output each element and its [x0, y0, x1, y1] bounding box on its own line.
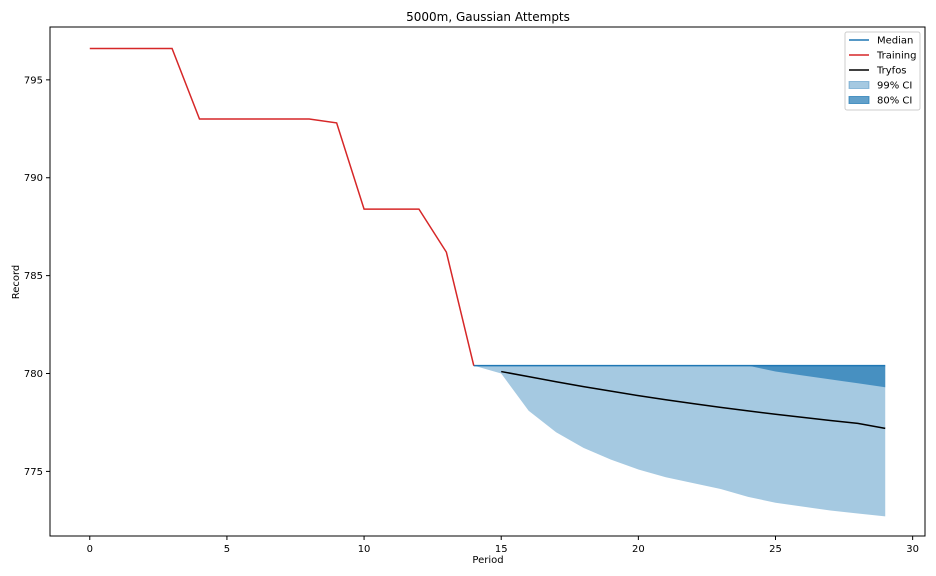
x-tick-label: 25 [769, 544, 782, 555]
legend: Median Training Tryfos 99% CI 80% CI [844, 31, 921, 111]
tryfos-line [501, 370, 886, 430]
legend-label-80-ci: 80% CI [877, 96, 912, 107]
plot-frame [49, 26, 926, 537]
y-tick-label: 795 [24, 75, 43, 86]
x-tick-label: 15 [495, 544, 508, 555]
x-tick-label: 0 [87, 544, 93, 555]
ci-80-band [473, 365, 886, 388]
legend-box [844, 31, 921, 111]
legend-label-99-ci: 99% CI [877, 81, 912, 92]
legend-label-median: Median [877, 36, 913, 47]
legend-swatch-99-ci [848, 81, 870, 89]
y-tick-label: 775 [24, 467, 43, 478]
plot-area [89, 47, 886, 517]
x-tick-label: 5 [224, 544, 230, 555]
y-axis-label: Record [11, 265, 22, 300]
legend-label-training: Training [876, 51, 916, 62]
training-line [89, 47, 475, 366]
x-axis: 0 5 10 15 20 25 30 [87, 536, 919, 555]
legend-label-tryfos: Tryfos [876, 66, 907, 77]
y-tick-label: 780 [24, 369, 43, 380]
x-tick-label: 10 [358, 544, 371, 555]
y-axis: 775 780 785 790 795 [24, 75, 50, 478]
x-tick-label: 30 [906, 544, 919, 555]
ci-99-band [473, 365, 886, 517]
x-tick-label: 20 [632, 544, 645, 555]
y-tick-label: 790 [24, 173, 43, 184]
x-axis-label: Period [472, 555, 503, 566]
chart-title: 5000m, Gaussian Attempts [406, 10, 570, 24]
legend-swatch-80-ci [848, 96, 870, 104]
y-tick-label: 785 [24, 271, 43, 282]
